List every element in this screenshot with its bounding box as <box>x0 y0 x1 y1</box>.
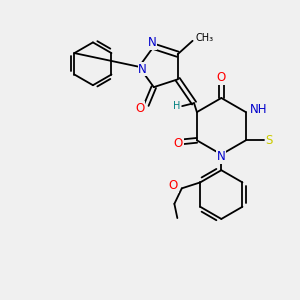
Text: N: N <box>138 63 147 76</box>
Text: O: O <box>217 71 226 84</box>
Text: N: N <box>148 36 157 49</box>
Text: NH: NH <box>250 103 267 116</box>
Text: S: S <box>265 134 273 147</box>
Text: H: H <box>173 101 181 111</box>
Text: O: O <box>135 102 144 115</box>
Text: CH₃: CH₃ <box>196 33 214 43</box>
Text: O: O <box>174 137 183 150</box>
Text: O: O <box>169 179 178 193</box>
Text: N: N <box>217 150 226 163</box>
